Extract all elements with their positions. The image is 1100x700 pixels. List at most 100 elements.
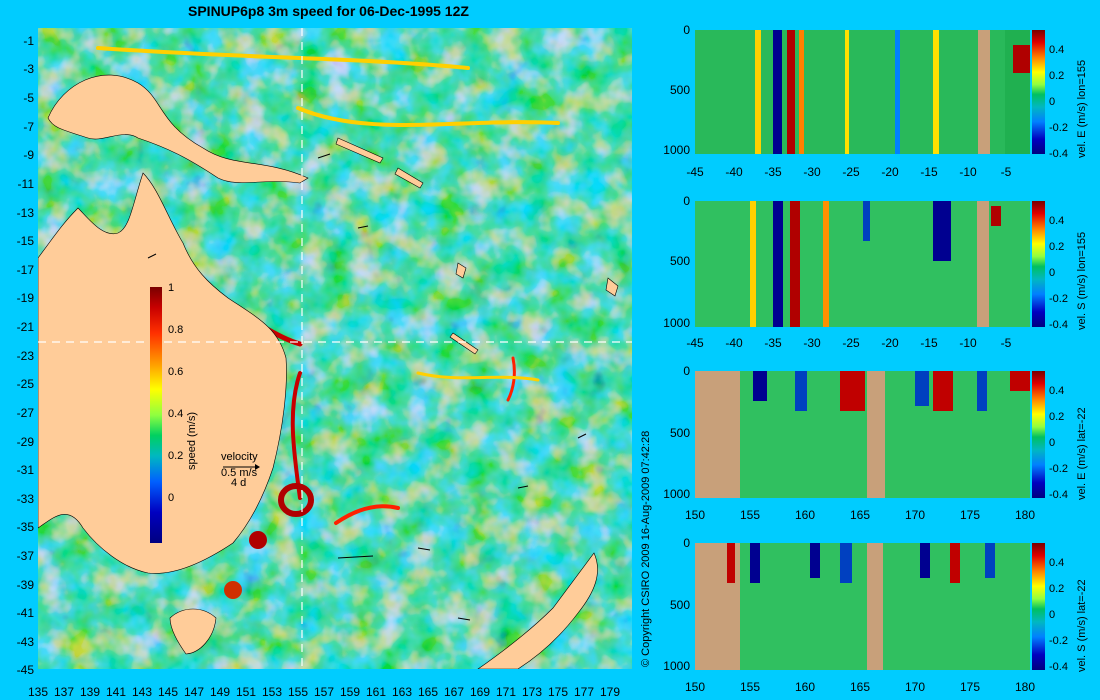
depth-label: 1000 bbox=[663, 143, 690, 157]
lon-label: 165 bbox=[417, 685, 439, 699]
panel-x-label: -10 bbox=[959, 165, 977, 179]
lat-label: -39 bbox=[16, 578, 34, 592]
lon-label: 149 bbox=[209, 685, 231, 699]
lon-label: 155 bbox=[287, 685, 309, 699]
panel-x-label: 150 bbox=[684, 680, 706, 694]
lat-label: -27 bbox=[16, 406, 34, 420]
lat-label: -29 bbox=[16, 435, 34, 449]
depth-label: 0 bbox=[683, 194, 690, 208]
pcb-tick: -0.4 bbox=[1049, 661, 1068, 673]
pcb-tick: -0.2 bbox=[1049, 635, 1068, 647]
velocity-legend-title: velocity bbox=[221, 451, 258, 463]
pcb-tick: 0.2 bbox=[1049, 241, 1065, 253]
lat-label: -25 bbox=[16, 377, 34, 391]
pcb-tick: 0.2 bbox=[1049, 70, 1065, 82]
depth-label: 1000 bbox=[663, 487, 690, 501]
lat-label: -9 bbox=[23, 148, 34, 162]
pcb-tick: -0.4 bbox=[1049, 319, 1068, 331]
depth-label: 1000 bbox=[663, 316, 690, 330]
cbar-tick: 0 bbox=[168, 492, 175, 504]
depth-label: 500 bbox=[669, 426, 690, 440]
lat-label: -1 bbox=[23, 34, 34, 48]
lon-label: 135 bbox=[27, 685, 49, 699]
cbar-tick: 0.6 bbox=[168, 366, 184, 378]
pcb-tick: -0.2 bbox=[1049, 463, 1068, 475]
panel-x-label: 155 bbox=[739, 508, 761, 522]
lon-label: 159 bbox=[339, 685, 361, 699]
velocity-legend-duration: 4 d bbox=[231, 477, 247, 489]
pcb-tick: 0 bbox=[1049, 96, 1056, 108]
panel-x-label: -30 bbox=[803, 336, 821, 350]
panel-x-label: -20 bbox=[881, 336, 899, 350]
section-panel-e-lon bbox=[695, 30, 1030, 154]
cbar-tick: 0.2 bbox=[168, 450, 184, 462]
depth-label: 500 bbox=[669, 254, 690, 268]
colorbar-label: speed (m/s) bbox=[186, 411, 198, 470]
pcb-tick: -0.2 bbox=[1049, 122, 1068, 134]
lat-label: -13 bbox=[16, 206, 34, 220]
lat-label: -31 bbox=[16, 463, 34, 477]
lon-label: 141 bbox=[105, 685, 127, 699]
panel-x-label: 155 bbox=[739, 680, 761, 694]
lat-label: -19 bbox=[16, 291, 34, 305]
lat-label: -15 bbox=[16, 234, 34, 248]
velocity-legend-scale: 0.5 m/s bbox=[221, 467, 258, 479]
panel-x-label: 175 bbox=[959, 508, 981, 522]
lon-label: 169 bbox=[469, 685, 491, 699]
lon-label: 175 bbox=[547, 685, 569, 699]
panel-x-label: 160 bbox=[794, 508, 816, 522]
lon-label: 171 bbox=[495, 685, 517, 699]
lat-label: -33 bbox=[16, 492, 34, 506]
lat-label: -5 bbox=[23, 91, 34, 105]
panel-x-label: -20 bbox=[881, 165, 899, 179]
pcb-tick: 0 bbox=[1049, 609, 1056, 621]
panel-x-label: 180 bbox=[1014, 508, 1036, 522]
lat-label: -3 bbox=[23, 62, 34, 76]
panel-colorbar bbox=[1032, 371, 1045, 498]
lat-label: -41 bbox=[16, 606, 34, 620]
lon-label: 163 bbox=[391, 685, 413, 699]
cbar-tick: 0.4 bbox=[168, 408, 184, 420]
lon-label: 177 bbox=[573, 685, 595, 699]
pcb-tick: 0.4 bbox=[1049, 44, 1065, 56]
panel-x-label: -35 bbox=[764, 165, 782, 179]
lat-label: -43 bbox=[16, 635, 34, 649]
lon-label: 143 bbox=[131, 685, 153, 699]
speed-map bbox=[38, 28, 632, 669]
lat-label: -7 bbox=[23, 120, 34, 134]
depth-label: 500 bbox=[669, 83, 690, 97]
velocity-vectors bbox=[147, 153, 587, 621]
lon-label: 137 bbox=[53, 685, 75, 699]
lat-label: -45 bbox=[16, 663, 34, 677]
cbar-tick: 0.8 bbox=[168, 324, 184, 336]
depth-label: 0 bbox=[683, 23, 690, 37]
lat-label: -35 bbox=[16, 520, 34, 534]
panel-x-label: 170 bbox=[904, 508, 926, 522]
panel-x-label: 180 bbox=[1014, 680, 1036, 694]
panel-x-label: -25 bbox=[842, 336, 860, 350]
pcb-tick: 0 bbox=[1049, 437, 1056, 449]
lat-label: -23 bbox=[16, 349, 34, 363]
panel-side-label: vel. S (m/s) lon=155 bbox=[1076, 231, 1088, 330]
depth-label: 0 bbox=[683, 536, 690, 550]
panel-x-label: -5 bbox=[1000, 165, 1012, 179]
panel-x-label: -45 bbox=[686, 336, 704, 350]
figure-title: SPINUP6p8 3m speed for 06-Dec-1995 12Z bbox=[188, 3, 469, 19]
panel-x-label: 175 bbox=[959, 680, 981, 694]
panel-x-label: -10 bbox=[959, 336, 977, 350]
panel-side-label: vel. E (m/s) lon=155 bbox=[1076, 59, 1088, 158]
lon-label: 145 bbox=[157, 685, 179, 699]
panel-x-label: -15 bbox=[920, 336, 938, 350]
land-masses bbox=[38, 74, 619, 669]
lon-label: 151 bbox=[235, 685, 257, 699]
panel-x-label: 165 bbox=[849, 508, 871, 522]
cbar-tick: 1 bbox=[168, 282, 175, 294]
pcb-tick: -0.4 bbox=[1049, 489, 1068, 501]
panel-x-label: -45 bbox=[686, 165, 704, 179]
panel-side-label: vel. S (m/s) lat=-22 bbox=[1076, 579, 1088, 672]
pcb-tick: 0.4 bbox=[1049, 385, 1065, 397]
lon-label: 173 bbox=[521, 685, 543, 699]
depth-label: 0 bbox=[683, 364, 690, 378]
panel-x-label: 170 bbox=[904, 680, 926, 694]
strong-currents bbox=[96, 46, 560, 599]
